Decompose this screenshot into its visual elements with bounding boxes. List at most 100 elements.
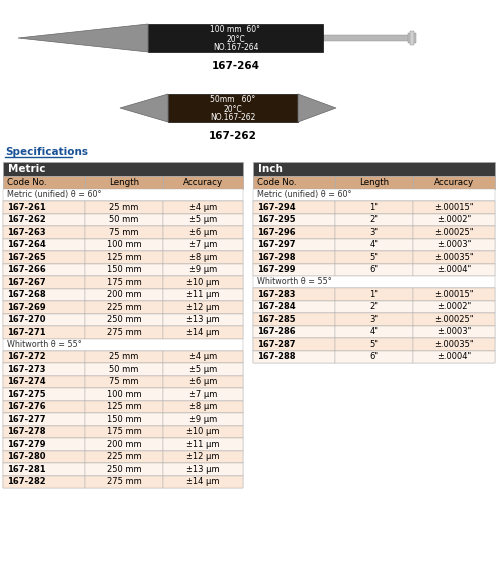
Bar [85,451,163,463]
Bar [85,425,163,438]
Bar [163,388,243,401]
Bar [85,263,163,276]
Bar [253,226,335,239]
Bar [253,176,335,189]
Text: 6": 6" [370,265,378,274]
Text: 2": 2" [370,302,378,311]
Bar [253,189,495,201]
Bar [253,301,335,313]
Text: 5": 5" [370,253,378,262]
Text: ±4 μm: ±4 μm [189,203,217,212]
Text: 250 mm: 250 mm [107,465,141,474]
Text: 25 mm: 25 mm [110,203,138,212]
Text: 167-287: 167-287 [257,340,295,349]
Bar [3,388,243,401]
Bar [253,338,335,351]
Text: 175 mm: 175 mm [107,427,141,436]
Bar [85,201,163,214]
Bar [413,301,495,313]
Bar [253,301,495,313]
Bar [335,226,413,239]
Text: 167-294: 167-294 [257,203,296,212]
Text: 20°C: 20°C [226,34,245,44]
Bar [3,263,85,276]
Bar [3,451,85,463]
Bar [85,438,163,451]
Bar [3,251,85,263]
Bar [410,31,414,45]
Text: 167-264: 167-264 [7,241,46,249]
Bar [3,463,243,475]
Bar [408,33,416,43]
Bar [3,313,243,326]
Text: NO.167-264: NO.167-264 [213,44,258,52]
Text: ±12 μm: ±12 μm [186,452,220,461]
Bar [85,401,163,413]
Bar [85,363,163,375]
Bar [163,201,243,214]
Text: 4": 4" [370,241,378,249]
Text: ±7 μm: ±7 μm [189,241,217,249]
Bar [163,363,243,375]
Text: ±4 μm: ±4 μm [189,352,217,361]
Text: 167-264: 167-264 [212,61,259,71]
Bar [3,475,243,488]
Bar [163,214,243,226]
Bar [253,251,495,263]
Bar [85,251,163,263]
Bar [3,388,85,401]
Bar [163,276,243,289]
Text: ±11 μm: ±11 μm [186,440,220,449]
Bar [335,201,413,214]
Text: ±.0004": ±.0004" [437,265,471,274]
Text: 167-273: 167-273 [7,364,45,374]
Text: ±5 μm: ±5 μm [189,364,217,374]
Text: ±12 μm: ±12 μm [186,302,220,312]
Text: 150 mm: 150 mm [107,265,141,274]
Bar [163,401,243,413]
Text: 225 mm: 225 mm [107,302,141,312]
Bar [3,214,243,226]
Bar [3,425,85,438]
Text: Metric (unified) θ = 60°: Metric (unified) θ = 60° [257,191,352,200]
Text: 100 mm: 100 mm [107,390,141,399]
Bar [413,313,495,325]
Text: 167-263: 167-263 [7,228,46,236]
Bar [163,326,243,339]
Text: ±9 μm: ±9 μm [189,265,217,274]
Text: ±.00025": ±.00025" [434,315,474,324]
Text: ±8 μm: ±8 μm [189,253,217,262]
Bar [3,289,243,301]
Text: ±.0002": ±.0002" [437,215,471,224]
Text: 167-262: 167-262 [209,131,257,141]
Bar [413,176,495,189]
Bar [335,288,413,301]
Text: 275 mm: 275 mm [107,328,141,337]
Bar [85,301,163,313]
Bar [3,451,243,463]
Text: 167-269: 167-269 [7,302,46,312]
Text: 100 mm: 100 mm [107,241,141,249]
Bar [335,239,413,251]
Text: ±.00015": ±.00015" [434,290,474,298]
Bar [85,351,163,363]
Bar [163,301,243,313]
Bar [85,475,163,488]
Text: 167-283: 167-283 [257,290,295,298]
Bar [163,375,243,388]
Bar [413,263,495,276]
Bar [3,214,85,226]
Bar [253,288,495,301]
Bar [413,201,495,214]
Text: 1": 1" [370,203,378,212]
Text: ±.00035": ±.00035" [434,253,474,262]
Text: 75 mm: 75 mm [109,377,139,386]
Bar [335,176,413,189]
Polygon shape [18,24,148,52]
Bar [163,289,243,301]
Text: ±10 μm: ±10 μm [186,278,220,287]
Bar [85,226,163,239]
Bar [3,276,85,289]
Bar [85,388,163,401]
Bar [85,239,163,251]
